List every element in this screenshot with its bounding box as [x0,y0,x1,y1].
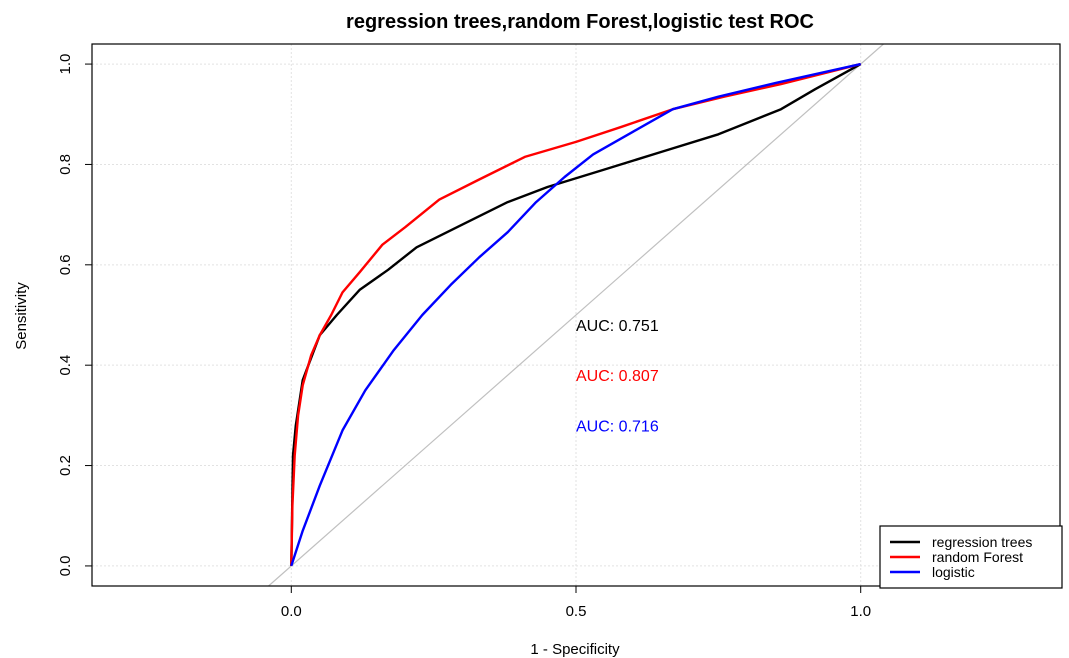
chart-title: regression trees,random Forest,logistic … [346,11,814,33]
y-tick-label-5: 1.0 [57,54,74,75]
y-axis-label: Sensitivity [13,282,30,350]
series-line-logistic [290,62,861,567]
y-tick-label-2: 0.4 [57,355,74,376]
legend-label-0: regression trees [932,534,1032,550]
reference-diagonal [268,43,884,587]
auc-label-2: AUC: 0.716 [576,418,659,435]
auc-label-1: AUC: 0.807 [576,368,659,385]
auc-annotations: AUC: 0.751 AUC: 0.807 AUC: 0.716 [576,318,659,435]
y-tick-label-4: 0.8 [57,154,74,175]
x-tick-label-1: 0.5 [566,603,587,620]
x-tick-label-0: 0.0 [281,603,302,620]
legend-label-2: logistic [932,564,975,580]
legend-label-1: random Forest [932,549,1023,565]
series-line-random-forest [290,62,861,566]
y-tick-label-3: 0.6 [57,254,74,275]
x-tick-label-2: 1.0 [850,603,871,620]
series-lines [290,62,862,567]
grid [92,44,1060,586]
y-tick-label-1: 0.2 [57,455,74,476]
x-axis: 0.0 0.5 1.0 [281,586,871,620]
auc-label-0: AUC: 0.751 [576,318,659,335]
y-axis: 0.0 0.2 0.4 0.6 0.8 1.0 [57,54,92,576]
reference-line [268,43,884,587]
x-axis-label: 1 - Specificity [530,641,620,658]
y-tick-label-0: 0.0 [57,555,74,576]
